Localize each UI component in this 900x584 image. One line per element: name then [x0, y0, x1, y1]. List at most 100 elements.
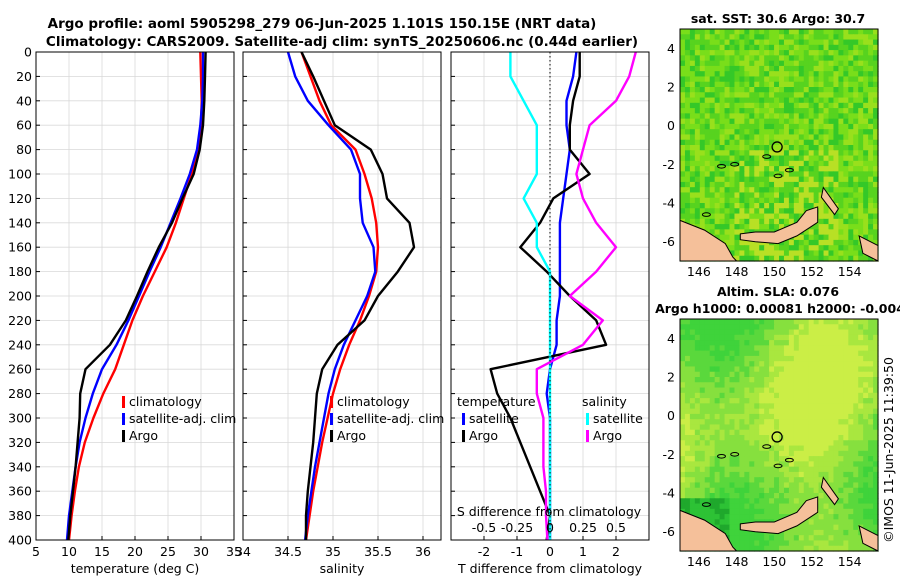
x-tick-label: 36 — [415, 544, 431, 559]
y-tick-label: 140 — [8, 215, 32, 230]
map-cell — [759, 118, 765, 125]
map-cell — [873, 29, 879, 35]
map-cell — [704, 424, 711, 431]
map-cell — [684, 440, 691, 447]
map-cell — [838, 44, 844, 51]
map-cell — [709, 92, 716, 99]
map-cell — [734, 55, 740, 62]
map-cell — [749, 71, 755, 78]
map-cell — [704, 123, 711, 130]
map-cell — [848, 71, 854, 78]
map-cell — [689, 477, 696, 484]
map-cell — [729, 382, 736, 389]
map-cell — [843, 166, 849, 172]
map-cell — [724, 371, 731, 378]
map-cell — [764, 97, 770, 104]
map-cell — [769, 65, 775, 72]
map-cell — [764, 319, 770, 325]
map-cell — [709, 508, 716, 515]
map-cell — [828, 355, 835, 362]
map-cell — [823, 377, 830, 383]
island-outline — [784, 457, 794, 463]
map-cell — [684, 129, 691, 136]
map-cell — [689, 429, 696, 436]
map-cell — [858, 113, 864, 120]
map-cell — [769, 60, 775, 67]
map-cell — [783, 324, 790, 331]
map-cell — [873, 55, 879, 62]
map-cell — [828, 540, 835, 547]
map-cell — [684, 334, 691, 341]
map-cell — [769, 398, 775, 404]
map-cell — [689, 419, 696, 426]
map-cell — [838, 466, 844, 473]
map-cell — [858, 171, 864, 178]
map-cell — [774, 403, 780, 410]
map-cell — [843, 160, 849, 167]
map-cell — [813, 535, 820, 542]
map-cell — [769, 29, 775, 35]
map-cell — [774, 371, 780, 378]
map-cell — [798, 466, 805, 473]
map-cell — [734, 419, 740, 426]
map-cell — [699, 361, 706, 368]
map-cell — [684, 329, 691, 336]
map-cell — [684, 176, 691, 183]
map-cell — [793, 218, 800, 225]
map-cell — [714, 234, 721, 241]
map-cell — [714, 218, 721, 225]
map-cell — [689, 176, 696, 183]
map-cell — [699, 319, 706, 325]
map-cell — [793, 403, 800, 410]
map-cell — [868, 139, 874, 146]
map-cell — [838, 224, 844, 230]
map-cell — [694, 139, 701, 146]
map-cell — [769, 129, 775, 136]
map-cell — [813, 529, 820, 536]
map-cell — [684, 92, 691, 99]
map-cell — [724, 329, 731, 336]
map-cell — [813, 203, 820, 209]
map-cell — [704, 134, 711, 141]
map-cell — [774, 466, 780, 473]
map-cell — [868, 413, 874, 420]
map-cell — [793, 192, 800, 199]
map-cell — [813, 493, 820, 499]
map-cell — [823, 498, 830, 505]
map-cell — [798, 108, 805, 114]
map-cell — [833, 535, 839, 542]
map-cell — [808, 529, 815, 536]
map-cell — [843, 377, 849, 383]
map-cell — [853, 234, 859, 241]
map-cell — [793, 55, 800, 62]
map-cell — [868, 377, 874, 383]
map-cell — [734, 466, 740, 473]
map-cell — [764, 340, 770, 346]
map-cell — [739, 55, 745, 62]
map-heatmap-cells — [680, 29, 879, 262]
map-cell — [798, 87, 805, 93]
map-cell — [744, 334, 750, 341]
map-cell — [803, 160, 810, 167]
map-cell — [739, 76, 745, 83]
map-cell — [689, 350, 696, 357]
map-cell — [858, 218, 864, 225]
map-cell — [783, 145, 790, 151]
map-cell — [749, 87, 755, 93]
map-cell — [754, 466, 760, 473]
map-cell — [709, 456, 716, 462]
map-cell — [783, 192, 790, 199]
map-cell — [739, 81, 745, 88]
map-cell — [774, 71, 780, 78]
map-cell — [868, 498, 874, 505]
island-outline — [773, 173, 783, 179]
map-cell — [793, 319, 800, 325]
map-cell — [798, 60, 805, 67]
map-cell — [863, 487, 869, 494]
map-cell — [774, 34, 780, 41]
map-cell — [793, 361, 800, 368]
map-cell — [714, 345, 721, 352]
map-cell — [813, 319, 820, 325]
map-cell — [749, 382, 755, 389]
map-cell — [848, 498, 854, 505]
